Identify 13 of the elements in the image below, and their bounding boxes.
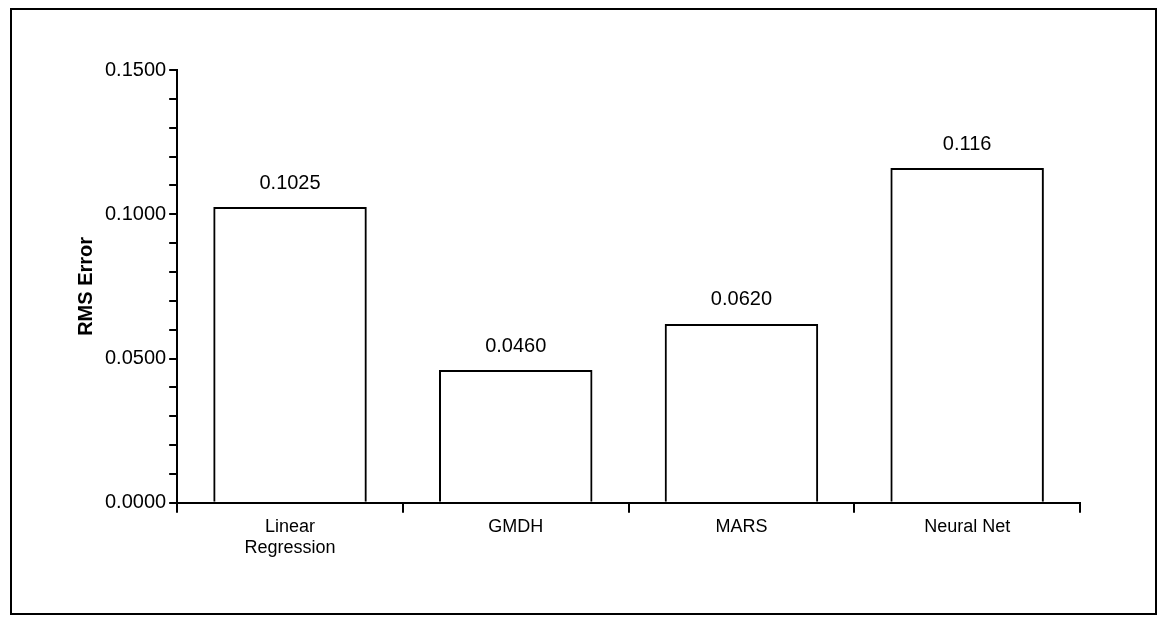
x-tick-label: GMDH [488,515,544,536]
data-label: 0.1025 [259,170,321,193]
x-tick-label: Neural Net [924,515,1011,536]
y-tick-label: 0.0500 [105,346,167,369]
y-tick-label: 0.1000 [105,201,167,224]
x-tick-label: MARS [715,515,768,536]
x-tick-label: Linear Regression [244,515,336,558]
data-label: 0.116 [942,131,992,154]
y-axis-title: RMS Error [73,236,96,336]
y-tick-label: 0.0000 [105,490,167,513]
data-label: 0.0460 [485,333,547,356]
data-label: 0.0620 [710,287,773,310]
y-tick-label: 0.1500 [105,57,167,80]
